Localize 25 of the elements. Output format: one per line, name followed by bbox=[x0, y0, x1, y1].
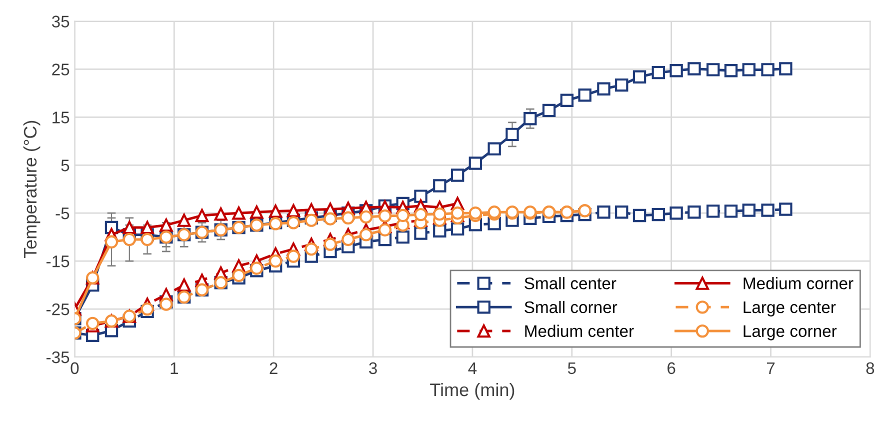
y-tick-label: -35 bbox=[46, 351, 70, 364]
x-tick-label: 1 bbox=[170, 362, 178, 374]
legend-label: Small center bbox=[524, 277, 616, 290]
y-tick-label: -25 bbox=[46, 303, 70, 316]
x-tick-label: 5 bbox=[568, 362, 576, 374]
x-tick-label: 8 bbox=[866, 362, 874, 374]
y-axis-title: Temperature (°C) bbox=[23, 120, 40, 258]
x-tick-label: 4 bbox=[468, 362, 477, 374]
y-tick-label: 5 bbox=[61, 160, 70, 172]
legend-label: Large center bbox=[744, 302, 836, 316]
legend-label: Large corner bbox=[744, 325, 837, 340]
y-tick-label: -15 bbox=[46, 256, 70, 268]
y-tick-label: -5 bbox=[56, 208, 70, 220]
y-tick-label: 35 bbox=[52, 16, 70, 28]
x-tick-label: 3 bbox=[369, 362, 377, 374]
x-tick-label: 6 bbox=[668, 362, 676, 374]
legend-label: Small corner bbox=[524, 300, 618, 314]
legend-label: Medium center bbox=[525, 324, 634, 338]
y-tick-label: 25 bbox=[52, 64, 70, 76]
y-tick-label: 15 bbox=[52, 112, 70, 124]
x-tick-label: 7 bbox=[766, 362, 775, 374]
x-tick-label: 0 bbox=[70, 362, 79, 374]
legend-label: Medium corner bbox=[744, 277, 854, 290]
x-tick-label: 2 bbox=[270, 362, 278, 374]
x-axis-title: Time (min) bbox=[430, 382, 514, 400]
